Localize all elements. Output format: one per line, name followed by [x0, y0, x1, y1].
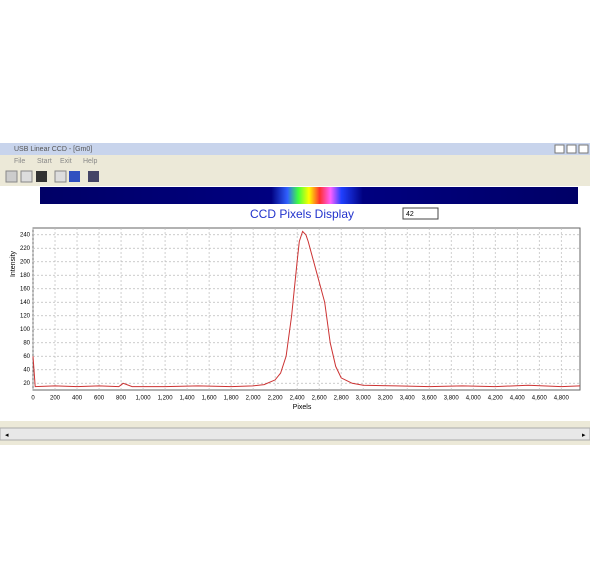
x-tick-label: 1,600: [202, 396, 218, 402]
x-tick-label: 400: [72, 396, 83, 402]
x-tick-label: 3,800: [444, 396, 460, 402]
y-tick-label: 60: [23, 354, 30, 360]
tool-button[interactable]: [5, 170, 18, 183]
x-tick-label: 1,800: [224, 396, 240, 402]
tool-button[interactable]: [54, 170, 67, 183]
toolbar: [0, 168, 590, 185]
y-tick-label: 20: [23, 381, 30, 387]
x-tick-label: 2,400: [290, 396, 306, 402]
x-tick-label: 3,600: [422, 396, 438, 402]
window-title: USB Linear CCD - [Gm0]: [14, 146, 92, 153]
x-tick-label: 600: [94, 396, 105, 402]
x-tick-label: 1,400: [180, 396, 196, 402]
x-tick-label: 2,800: [334, 396, 350, 402]
x-axis-label: Pixels: [293, 404, 312, 411]
plot-area: [32, 227, 581, 391]
spectrum-bar: [40, 187, 578, 204]
y-tick-label: 180: [20, 273, 31, 279]
x-tick-label: 2,000: [246, 396, 262, 402]
y-tick-label: 80: [23, 340, 30, 346]
tool-button[interactable]: [88, 171, 99, 182]
y-tick-label: 240: [20, 232, 31, 238]
scrollbar[interactable]: [0, 427, 590, 441]
y-axis-label: Intensity: [10, 250, 17, 277]
x-tick-label: 4,000: [466, 396, 482, 402]
close-button[interactable]: [578, 144, 589, 154]
title-bar: [0, 143, 590, 155]
chart-title: CCD Pixels Display: [250, 207, 354, 221]
tool-button[interactable]: [36, 171, 47, 182]
menu-item[interactable]: Exit: [60, 158, 72, 165]
tool-button[interactable]: [69, 171, 80, 182]
tool-button[interactable]: [20, 170, 33, 183]
y-tick-label: 120: [20, 313, 31, 319]
scroll-arrow[interactable]: ▸: [582, 432, 586, 439]
menu-item[interactable]: Help: [83, 158, 98, 165]
x-tick-label: 0: [31, 396, 35, 402]
y-tick-label: 140: [20, 300, 31, 306]
x-tick-label: 1,000: [136, 396, 152, 402]
y-tick-label: 220: [20, 246, 31, 252]
input-box[interactable]: [402, 207, 439, 220]
x-tick-label: 3,000: [356, 396, 372, 402]
maximize-button[interactable]: [566, 144, 577, 154]
x-tick-label: 2,200: [268, 396, 284, 402]
menu-item[interactable]: Start: [37, 158, 52, 165]
x-tick-label: 1,200: [158, 396, 174, 402]
x-tick-label: 2,600: [312, 396, 328, 402]
y-tick-label: 100: [20, 327, 31, 333]
x-tick-label: 200: [50, 396, 61, 402]
data-line: [32, 230, 581, 388]
menu-item[interactable]: File: [14, 158, 25, 165]
y-tick-label: 40: [23, 367, 30, 373]
x-tick-label: 3,400: [400, 396, 416, 402]
y-tick-label: 160: [20, 286, 31, 292]
x-tick-label: 4,800: [554, 396, 570, 402]
minimize-button[interactable]: [554, 144, 565, 154]
x-tick-label: 3,200: [378, 396, 394, 402]
y-tick-label: 200: [20, 259, 31, 265]
x-tick-label: 800: [116, 396, 127, 402]
scroll-arrow[interactable]: ◂: [5, 432, 9, 439]
x-tick-label: 4,600: [532, 396, 548, 402]
x-tick-label: 4,200: [488, 396, 504, 402]
x-tick-label: 4,400: [510, 396, 526, 402]
input-value: 42: [406, 211, 414, 218]
